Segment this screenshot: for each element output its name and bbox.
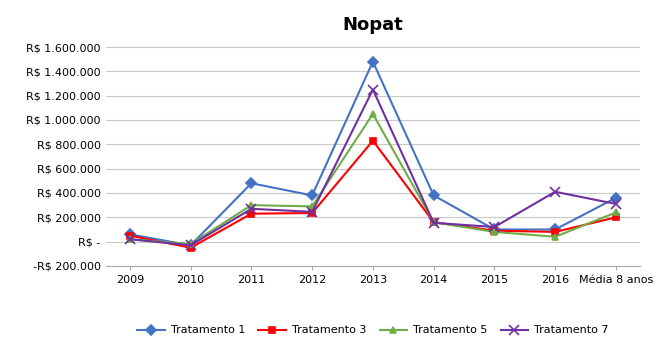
Tratamento 5: [430, 220, 438, 224]
Tratamento 7: [248, 207, 255, 211]
Tratamento 1: [551, 227, 559, 232]
Tratamento 3: [490, 229, 498, 233]
Tratamento 1: [126, 232, 134, 236]
Tratamento 5: [612, 210, 620, 214]
Line: Tratamento 3: Tratamento 3: [127, 137, 619, 251]
Tratamento 5: [187, 242, 195, 246]
Tratamento 7: [430, 221, 438, 225]
Tratamento 5: [308, 204, 316, 208]
Tratamento 3: [612, 215, 620, 219]
Tratamento 5: [551, 235, 559, 239]
Tratamento 5: [248, 203, 255, 207]
Tratamento 7: [490, 225, 498, 229]
Tratamento 1: [308, 193, 316, 197]
Tratamento 7: [187, 243, 195, 247]
Line: Tratamento 1: Tratamento 1: [127, 58, 619, 249]
Tratamento 3: [126, 234, 134, 238]
Tratamento 1: [187, 243, 195, 247]
Tratamento 7: [308, 210, 316, 214]
Tratamento 1: [248, 181, 255, 185]
Tratamento 1: [430, 193, 438, 197]
Tratamento 1: [490, 227, 498, 232]
Tratamento 3: [248, 212, 255, 216]
Tratamento 5: [490, 230, 498, 234]
Line: Tratamento 5: Tratamento 5: [127, 110, 619, 248]
Tratamento 7: [612, 202, 620, 206]
Tratamento 3: [430, 220, 438, 224]
Legend: Tratamento 1, Tratamento 3, Tratamento 5, Tratamento 7: Tratamento 1, Tratamento 3, Tratamento 5…: [133, 321, 613, 340]
Tratamento 3: [308, 211, 316, 215]
Tratamento 5: [369, 112, 377, 116]
Tratamento 7: [551, 190, 559, 194]
Tratamento 3: [369, 139, 377, 143]
Tratamento 7: [126, 237, 134, 241]
Title: Nopat: Nopat: [343, 16, 403, 34]
Line: Tratamento 7: Tratamento 7: [125, 85, 621, 250]
Tratamento 3: [551, 230, 559, 234]
Tratamento 3: [187, 246, 195, 250]
Tratamento 5: [126, 237, 134, 241]
Tratamento 1: [612, 196, 620, 200]
Tratamento 7: [369, 88, 377, 92]
Tratamento 1: [369, 60, 377, 64]
